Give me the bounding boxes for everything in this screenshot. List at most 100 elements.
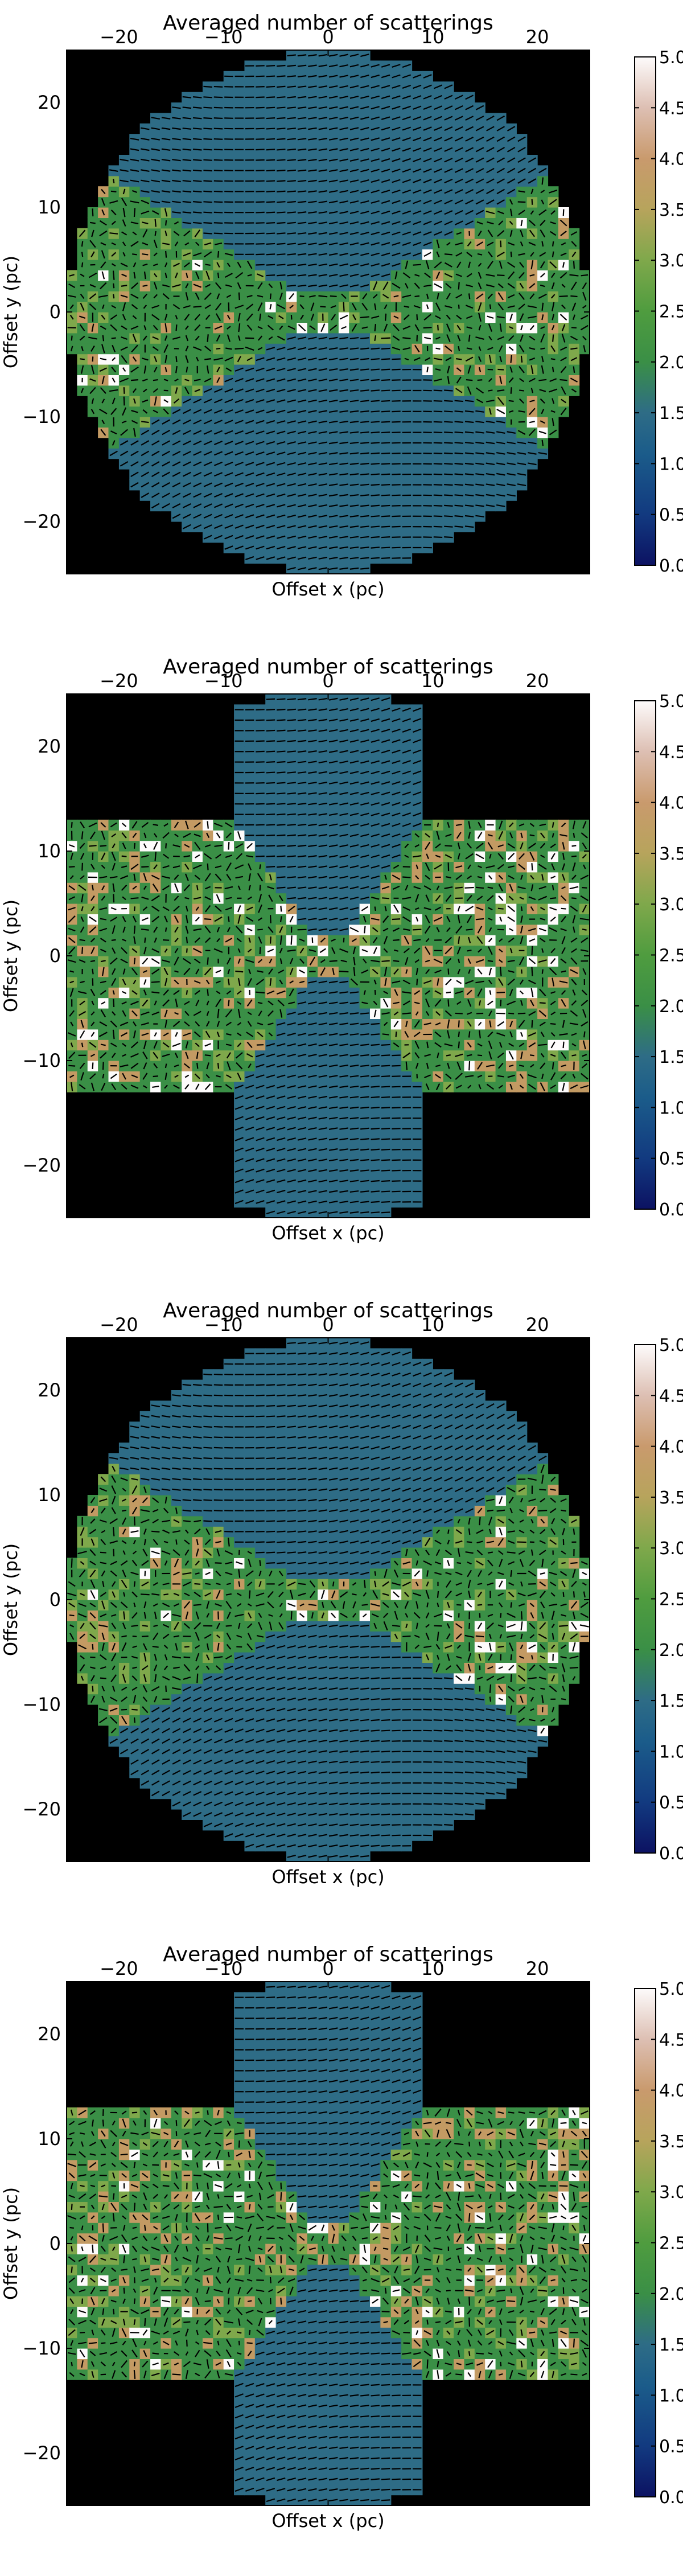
vector-mark (528, 462, 537, 466)
vector-mark (475, 431, 484, 434)
vector-mark (349, 347, 359, 350)
vector-mark (266, 388, 275, 393)
vector-mark (308, 473, 317, 476)
vector-mark (130, 200, 139, 204)
vector-mark (508, 242, 515, 246)
vector-mark (194, 379, 201, 381)
vector-mark (392, 137, 401, 141)
vector-mark (413, 241, 422, 246)
vector-mark (122, 219, 126, 227)
vector-mark (297, 556, 307, 560)
vector-mark (507, 483, 516, 487)
vector-mark (142, 293, 147, 299)
vector-mark (297, 441, 307, 445)
vector-mark (224, 451, 233, 456)
vector-mark (392, 241, 401, 246)
vector-mark (256, 232, 265, 235)
vector-mark (549, 388, 558, 393)
vector-mark (308, 462, 317, 466)
vector-mark (318, 556, 328, 560)
vector-mark (529, 408, 536, 416)
vector-mark (381, 432, 390, 434)
vector-mark (99, 220, 107, 226)
vector-mark (161, 158, 171, 162)
vector-mark (372, 294, 378, 299)
vector-mark (216, 262, 220, 268)
vector-mark (361, 326, 368, 329)
vector-mark (287, 347, 296, 351)
vector-mark (458, 346, 460, 351)
vector-mark (561, 304, 566, 309)
vector-mark (465, 157, 474, 163)
vector-mark (423, 126, 432, 131)
vector-mark (402, 179, 412, 183)
vector-mark (444, 431, 453, 434)
vector-mark (100, 282, 107, 290)
vector-mark (433, 231, 443, 236)
vector-mark (213, 524, 223, 529)
vector-mark (308, 546, 317, 549)
vector-mark (465, 356, 474, 362)
vector-mark (550, 272, 556, 278)
vector-mark (339, 263, 348, 266)
vector-mark (433, 116, 443, 121)
colorbar-tick-label: 1.5 (659, 404, 683, 424)
vector-mark (175, 324, 178, 331)
vector-mark (203, 524, 212, 529)
colorbar-tick-label: 1.0 (659, 454, 683, 474)
vector-mark (163, 399, 168, 403)
vector-mark (517, 483, 526, 487)
vector-mark (308, 243, 317, 245)
vector-mark (328, 75, 338, 78)
vector-mark (318, 148, 328, 151)
vector-mark (151, 503, 160, 509)
vector-mark (153, 294, 158, 299)
vector-mark (381, 116, 390, 120)
vector-mark (413, 305, 421, 309)
vector-mark (339, 253, 348, 256)
vector-mark (69, 274, 75, 277)
vector-mark (183, 230, 191, 237)
vector-mark (308, 274, 317, 277)
vector-mark (120, 450, 129, 457)
vector-mark (266, 367, 275, 372)
vector-mark (290, 314, 293, 320)
vector-mark (143, 271, 146, 280)
vector-mark (360, 64, 369, 68)
vector-mark (541, 314, 544, 321)
vector-mark (318, 483, 328, 487)
vector-mark (538, 379, 547, 381)
vector-mark (70, 346, 73, 352)
chart-title: Averaged number of scatterings (163, 11, 493, 35)
vector-mark (371, 273, 380, 277)
vector-mark (371, 368, 380, 371)
vector-mark (287, 483, 296, 487)
vector-mark (360, 54, 369, 57)
vector-mark (476, 293, 484, 299)
vector-mark (392, 453, 401, 454)
vector-mark (79, 315, 86, 319)
vector-mark (182, 148, 192, 151)
x-tick-label: 20 (526, 26, 549, 48)
vector-mark (434, 378, 442, 382)
vector-mark (549, 190, 558, 194)
vector-mark (256, 65, 265, 67)
vector-mark (216, 347, 221, 350)
vector-mark (213, 503, 223, 508)
vector-mark (381, 147, 390, 152)
vector-mark (154, 396, 157, 406)
vector-mark (172, 503, 181, 508)
vector-mark (318, 494, 328, 497)
vector-mark (122, 241, 126, 246)
vector-mark (456, 376, 462, 384)
vector-mark (162, 482, 170, 488)
vector-mark (287, 264, 296, 266)
vector-mark (360, 169, 369, 172)
vector-mark (110, 209, 117, 216)
vector-mark (101, 376, 105, 384)
vector-mark (371, 221, 380, 225)
vector-mark (101, 209, 105, 216)
vector-mark (308, 525, 317, 528)
vector-mark (360, 95, 369, 99)
vector-mark (91, 323, 94, 332)
